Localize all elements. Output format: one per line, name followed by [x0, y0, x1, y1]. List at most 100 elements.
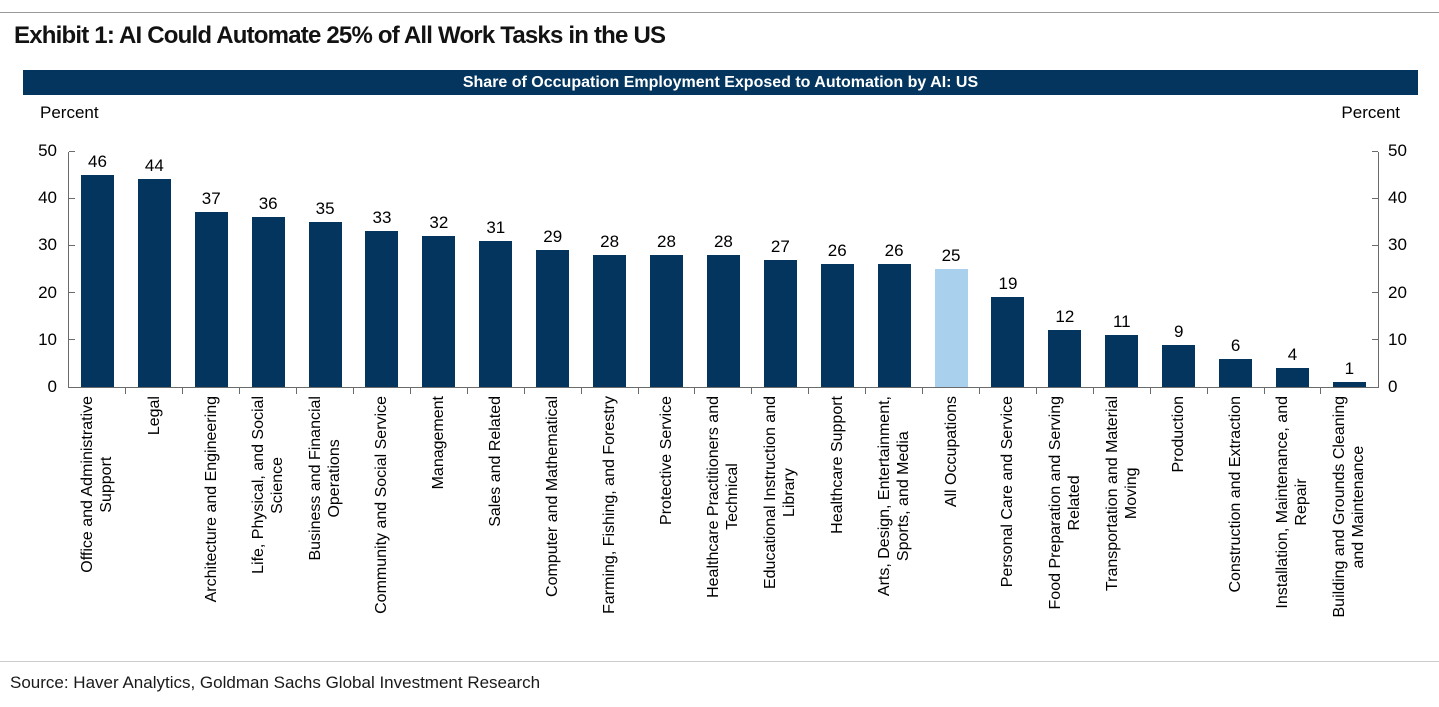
bar-value-label: 31: [486, 217, 506, 237]
bar: [251, 217, 285, 387]
bar: [80, 175, 114, 387]
category-cell: Construction and Extraction: [1207, 396, 1264, 658]
bar: [308, 221, 342, 387]
category-cell: Installation, Maintenance, and Repair: [1264, 396, 1321, 658]
bar-slot: 31: [467, 152, 525, 394]
y-axis-left-tick: [69, 386, 75, 388]
category-cell: Sales and Related: [467, 396, 524, 658]
bar: [593, 254, 627, 387]
y-axis-right-tick: [1372, 339, 1378, 341]
bar-slot: 37: [183, 152, 241, 394]
y-axis-right-tick-label: 0: [1388, 377, 1398, 396]
category-label: Life, Physical, and Social Science: [250, 396, 287, 574]
category-cell: Business and Financial Operations: [297, 396, 354, 658]
exhibit-title: Exhibit 1: AI Could Automate 25% of All …: [14, 22, 666, 49]
category-cell: Life, Physical, and Social Science: [240, 396, 297, 658]
bar-value-label: 26: [884, 241, 904, 261]
bar: [991, 297, 1025, 387]
y-axis-right-tick-label: 50: [1388, 141, 1407, 160]
right-axis-unit-label: Percent: [1341, 103, 1400, 122]
bar-slot: 44: [126, 152, 184, 394]
bar-highlight: [934, 269, 968, 387]
bar-slot: 4: [1264, 152, 1322, 394]
category-cell: Architecture and Engineering: [183, 396, 240, 658]
bar-value-label: 19: [998, 274, 1018, 294]
y-axis-left-tick-label: 50: [38, 141, 57, 160]
category-cell: Farming, Fishing, and Forestry: [581, 396, 638, 658]
bar-value-label: 33: [372, 208, 392, 228]
y-axis-left-tick-label: 40: [38, 188, 57, 208]
category-cell: Transportation and Material Moving: [1093, 396, 1150, 658]
category-cell: Arts, Design, Entertainment, Sports, and…: [866, 396, 923, 658]
bar-slot: 9: [1150, 152, 1208, 394]
bar-slot: 26: [809, 152, 867, 394]
bar-slot: 1: [1321, 152, 1378, 387]
source-note: Source: Haver Analytics, Goldman Sachs G…: [10, 673, 541, 692]
bar-value-label: 35: [315, 198, 335, 218]
category-label: Food Preparation and Serving Related: [1046, 396, 1083, 610]
bars-container: 46 44 37 36 35 33 32 31 29 28 28 28 27 26 26 25 19 12 11 9 6…: [69, 152, 1378, 394]
category-label: Production: [1170, 396, 1188, 473]
category-label: Farming, Fishing, and Forestry: [601, 396, 619, 614]
category-label: Sales and Related: [487, 396, 505, 527]
category-cell: Community and Social Service: [354, 396, 411, 658]
category-label: Healthcare Support: [828, 396, 846, 534]
y-axis-right-tick-label: 40: [1388, 188, 1407, 208]
bar: [1219, 358, 1253, 387]
y-axis-right-tick: [1372, 292, 1378, 294]
bar: [1048, 330, 1082, 387]
bar-slot: 19: [980, 152, 1037, 394]
bar-slot: 28: [695, 152, 753, 394]
chart-title-band: Share of Occupation Employment Exposed t…: [23, 70, 1418, 95]
bar-slot: 26: [866, 152, 923, 394]
bar-slot: 12: [1036, 152, 1094, 394]
category-axis: Office and Administrative Support Legal Ar…: [69, 396, 1378, 658]
bar-slot: 33: [354, 152, 411, 394]
y-axis-left-tick: [69, 292, 75, 294]
category-label: All Occupations: [942, 396, 960, 508]
y-axis-right-tick: [1372, 150, 1378, 152]
category-label: Installation, Maintenance, and Repair: [1274, 396, 1311, 609]
bar-value-label: 37: [201, 189, 221, 209]
y-axis-left-tick-label: 10: [38, 329, 57, 349]
category-label: Building and Grounds Cleaning and Mainte…: [1331, 396, 1368, 618]
category-label: Protective Service: [658, 396, 676, 525]
bar: [365, 231, 399, 387]
bar-value-label: 28: [600, 231, 620, 251]
bar-value-label: 9: [1173, 321, 1184, 341]
category-cell: Food Preparation and Serving Related: [1036, 396, 1093, 658]
bar-slot: 25: [923, 152, 980, 394]
category-label: Business and Financial Operations: [307, 396, 344, 561]
y-axis-left-tick-label: 20: [38, 282, 57, 302]
bar: [422, 236, 456, 387]
bar: [536, 250, 570, 387]
bar-slot: 32: [410, 152, 468, 394]
bar: [1332, 382, 1366, 387]
category-cell: Healthcare Practitioners and Technical: [695, 396, 752, 658]
left-axis-unit-label: Percent: [40, 103, 99, 122]
bar-value-label: 6: [1230, 335, 1241, 355]
bottom-divider: [0, 661, 1439, 662]
category-label: Personal Care and Service: [999, 396, 1017, 588]
bar-slot: 28: [638, 152, 696, 394]
y-axis-left-tick-label: 0: [47, 377, 57, 396]
bar-value-label: 46: [87, 152, 107, 171]
category-label: Educational Instruction and Library: [762, 396, 799, 590]
category-label: Community and Social Service: [373, 396, 391, 614]
bar-value-label: 25: [941, 246, 961, 265]
category-label: Legal: [145, 396, 163, 436]
bar-value-label: 44: [144, 156, 164, 176]
bar-slot: 27: [752, 152, 810, 394]
category-label: Computer and Mathematical: [544, 396, 562, 597]
bar-value-label: 29: [543, 227, 563, 247]
bar: [1105, 335, 1139, 387]
category-cell: Computer and Mathematical: [524, 396, 581, 658]
category-cell: Legal: [126, 396, 183, 658]
bar-value-label: 32: [429, 213, 449, 232]
bar-value-label: 4: [1287, 345, 1298, 365]
bar-slot: 46: [69, 152, 127, 394]
bar-value-label: 36: [258, 194, 278, 214]
category-label: Transportation and Material Moving: [1103, 396, 1140, 592]
y-axis-left-tick: [69, 197, 75, 199]
